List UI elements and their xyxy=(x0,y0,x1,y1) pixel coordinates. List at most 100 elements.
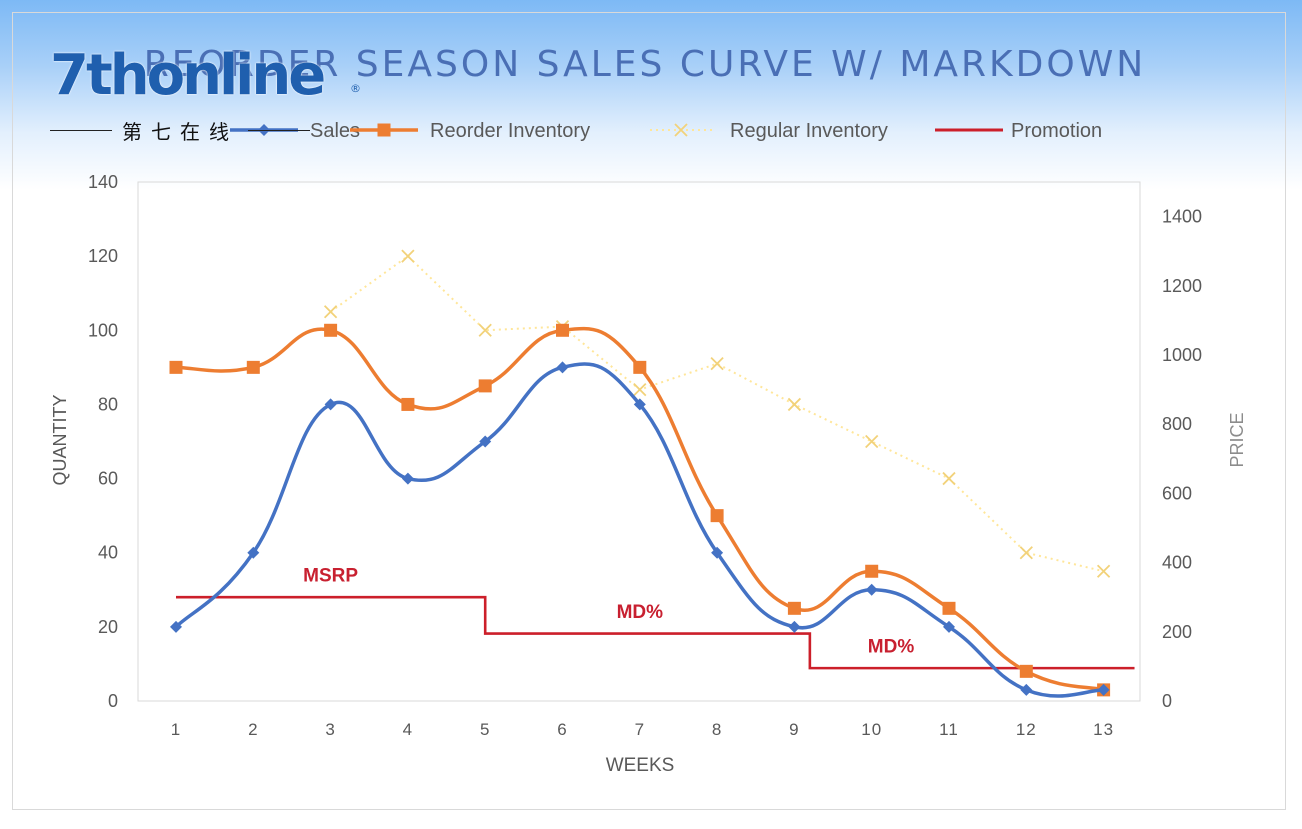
sales-point xyxy=(324,398,337,411)
legend-item: Regular Inventory xyxy=(650,120,888,142)
y-tick-label: 20 xyxy=(98,617,118,637)
regular-inventory-point xyxy=(942,471,956,486)
regular-inventory-point xyxy=(633,382,647,397)
legend-label: Regular Inventory xyxy=(730,120,888,142)
regular-inventory-point xyxy=(401,249,415,263)
x-tick-label: 3 xyxy=(325,720,335,739)
series-regular-inventory xyxy=(323,249,1111,578)
regular-inventory-point xyxy=(1019,546,1033,560)
regular-inventory-point xyxy=(865,434,879,449)
legend-label: Reorder Inventory xyxy=(430,120,590,142)
reorder-inventory-point xyxy=(556,323,569,337)
sales-point xyxy=(633,398,646,411)
sales-point xyxy=(1020,683,1033,696)
sales-point xyxy=(170,620,182,633)
x-tick-label: 4 xyxy=(403,720,413,739)
promotion-annotation: MD% xyxy=(617,602,664,623)
legend: Sales Reorder Inventory Regular Inventory P… xyxy=(230,120,1102,142)
reorder-inventory-point xyxy=(169,360,183,374)
promotion-annotation: MD% xyxy=(868,637,915,658)
x-tick-label: 13 xyxy=(1093,720,1114,739)
x-tick-label: 8 xyxy=(712,720,722,739)
series-reorder-inventory xyxy=(169,323,1111,697)
axes: 0204060801001201400200400600800100012001… xyxy=(88,172,1202,739)
reorder-inventory-point xyxy=(246,360,260,374)
y2-tick-label: 0 xyxy=(1162,691,1172,711)
sales-point xyxy=(865,583,878,596)
legend-swatch-marker xyxy=(674,123,688,137)
reorder-inventory-point xyxy=(942,601,956,615)
y-tick-label: 80 xyxy=(98,394,118,414)
regular-inventory-line xyxy=(330,254,1104,573)
x-tick-label: 2 xyxy=(248,720,258,739)
y2-tick-label: 200 xyxy=(1162,622,1192,642)
regular-inventory-point xyxy=(710,357,724,371)
regular-inventory-point xyxy=(478,323,492,337)
reorder-inventory-point xyxy=(865,564,879,578)
x-tick-label: 5 xyxy=(480,720,490,739)
y2-tick-label: 1200 xyxy=(1162,276,1202,296)
y-tick-label: 140 xyxy=(88,172,118,192)
sales-point xyxy=(788,620,801,633)
y-tick-label: 0 xyxy=(108,691,118,711)
chart-frame xyxy=(12,12,1286,810)
sales-point xyxy=(556,361,569,374)
sales-point xyxy=(943,620,955,633)
sales-point xyxy=(401,472,414,485)
regular-inventory-point xyxy=(1096,564,1111,578)
x-tick-label: 6 xyxy=(557,720,567,739)
y-tick-label: 40 xyxy=(98,543,118,563)
legend-item: Reorder Inventory xyxy=(350,120,590,142)
reorder-inventory-line xyxy=(175,326,1105,692)
series-sales xyxy=(170,361,1110,698)
reorder-inventory-point xyxy=(1019,664,1033,678)
y-axis-label: QUANTITY xyxy=(50,394,70,485)
series-promotion xyxy=(176,595,1135,670)
reorder-inventory-point xyxy=(478,379,492,393)
y2-tick-label: 800 xyxy=(1162,414,1192,434)
subtitle-rule-left xyxy=(50,129,112,131)
promotion-annotation: MSRP xyxy=(303,566,358,587)
reorder-inventory-point xyxy=(401,397,415,411)
y-tick-label: 60 xyxy=(98,469,118,489)
regular-inventory-point xyxy=(323,305,338,319)
legend-swatch-marker xyxy=(377,123,391,137)
reorder-inventory-point xyxy=(787,601,801,615)
plot-border xyxy=(137,181,1141,702)
chart-title: REORDER SEASON SALES CURVE W/ MARKDOWN xyxy=(144,44,1146,85)
x-axis-label: WEEKS xyxy=(606,755,675,776)
y2-tick-label: 1000 xyxy=(1162,345,1202,365)
x-tick-label: 12 xyxy=(1016,720,1037,739)
x-tick-label: 11 xyxy=(939,720,959,739)
plot-area: MSRP MD% MD% xyxy=(169,249,1135,698)
y2-tick-label: 600 xyxy=(1162,483,1192,503)
brand-subtitle: 第七在线 xyxy=(50,116,360,144)
y2-tick-label: 1400 xyxy=(1162,207,1202,227)
brand-subtitle-text: 第七在线 xyxy=(122,119,238,144)
registered-mark: ® xyxy=(350,82,361,95)
reorder-inventory-point xyxy=(324,323,338,337)
promotion-line xyxy=(176,595,1135,670)
regular-inventory-point xyxy=(787,397,802,412)
sales-point xyxy=(711,546,724,559)
sales-point xyxy=(1097,683,1110,696)
brand-name: 7thonline xyxy=(50,43,326,108)
sales-point xyxy=(479,435,492,448)
sales-point xyxy=(247,546,260,559)
sales-line xyxy=(174,362,1104,698)
brand-logo: 7thonline ® 第七在线 xyxy=(50,44,370,154)
y2-tick-label: 400 xyxy=(1162,553,1192,573)
y2-axis-label: PRICE xyxy=(1227,412,1247,467)
legend-label: Sales xyxy=(310,120,360,142)
y-tick-label: 100 xyxy=(88,320,118,340)
x-tick-label: 10 xyxy=(861,720,882,739)
x-tick-label: 9 xyxy=(789,720,799,739)
header-gradient xyxy=(0,0,1302,190)
subtitle-rule-right xyxy=(248,129,310,131)
x-tick-label: 1 xyxy=(171,720,181,739)
reorder-inventory-point xyxy=(633,360,647,374)
legend-label: Promotion xyxy=(1011,120,1102,142)
legend-item: Promotion xyxy=(935,120,1102,142)
reorder-inventory-point xyxy=(710,509,724,523)
